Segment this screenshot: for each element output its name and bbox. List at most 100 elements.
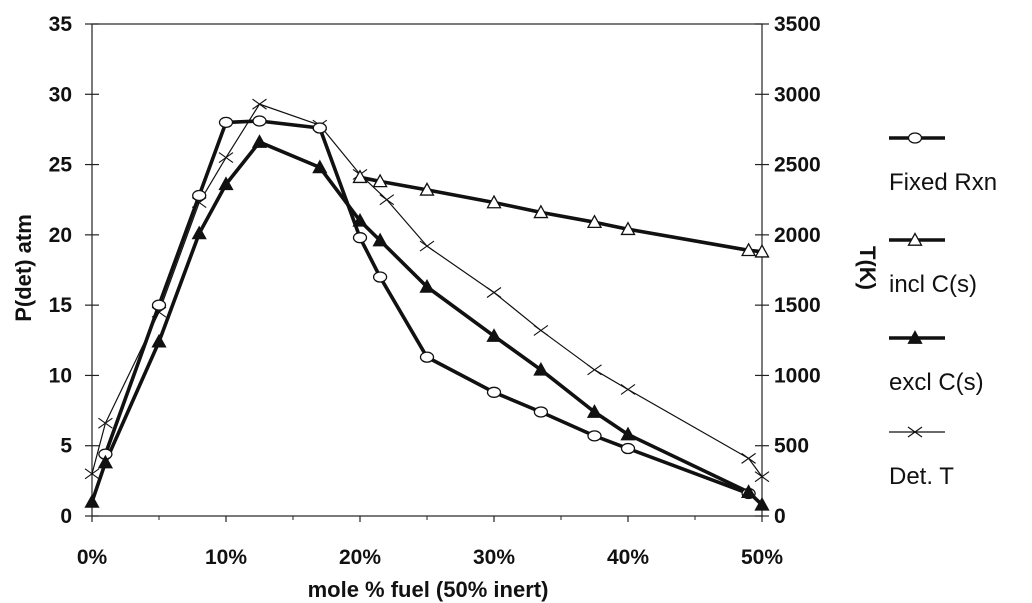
data-point [907,232,923,246]
data-point [84,468,100,480]
axis-ticks [85,23,769,522]
legend: Fixed Rxn incl C(s) excl C(s) Det. T [889,132,997,490]
data-point [533,204,549,219]
data-point [620,384,636,395]
data-point [486,287,502,298]
data-point [352,169,368,184]
data-point [251,134,268,148]
x-tick-label: 20% [339,546,381,569]
data-point [419,351,435,363]
y-tick-label: 15 [49,294,73,317]
y2-tick-label: 2000 [774,224,821,247]
data-point [754,471,770,483]
data-point [372,173,388,188]
data-point [419,279,435,293]
axis-tick-labels: 0% 10% 20% 30% 40% 50% 0 5 10 15 20 25 30 35 0 500 1000 1… [49,13,821,569]
data-point [620,221,636,236]
legend-label: Det. T [889,463,954,490]
y-tick-label: 30 [49,83,72,106]
data-point [754,496,770,511]
x-axis-title: mole % fuel (50% inert) [308,577,549,602]
series-markers [84,134,770,511]
data-point [620,426,636,441]
y-axis-title: P(det) atm [11,214,36,322]
y-tick-label: 25 [49,154,73,177]
data-point [312,122,327,134]
y2-tick-label: 0 [774,505,786,528]
data-point [419,240,435,252]
series-fixed-rxn [103,119,750,496]
series-excl-c-s- [90,140,764,507]
data-point [252,98,267,110]
y-tick-label: 10 [49,364,72,387]
series-layer [84,98,770,511]
series-line [103,119,750,496]
legend-entry: excl C(s) [889,330,984,396]
data-point [97,454,114,469]
y2-axis-title: T(K) [855,246,880,290]
legend-entry: Det. T [889,426,954,490]
legend-label: excl C(s) [889,369,984,396]
legend-entry: Fixed Rxn [889,132,997,196]
y2-tick-label: 3000 [774,83,821,106]
data-point [907,426,923,438]
plot-border [91,23,763,517]
x-tick-label: 10% [205,546,247,569]
x-tick-label: 0% [77,546,108,569]
data-point [252,115,267,127]
data-point [312,159,328,174]
y-tick-label: 20 [49,224,72,247]
legend-label: Fixed Rxn [889,169,997,196]
y-tick-label: 0 [60,505,72,528]
data-point [352,232,368,244]
data-point [151,299,167,311]
data-point [486,328,502,342]
x-tick-label: 40% [607,546,649,569]
data-point [907,330,923,344]
data-point [191,225,207,240]
data-point [587,364,602,376]
series-markers [98,115,756,500]
data-point [372,232,388,247]
data-point [486,194,502,209]
data-point [754,243,770,258]
data-point [372,271,388,283]
data-point [740,484,757,498]
data-point [151,333,167,348]
series-line [359,175,763,254]
y2-tick-label: 1500 [774,294,821,317]
y-tick-label: 5 [60,435,72,458]
data-point [741,452,756,464]
data-point [218,176,234,191]
legend-label: incl C(s) [889,271,977,298]
series-incl-c-s- [359,175,763,254]
y2-tick-label: 1000 [774,364,821,387]
data-point [533,406,549,418]
data-point [586,404,603,418]
data-point [419,182,435,196]
data-point [98,417,113,429]
y2-tick-label: 3500 [774,13,821,36]
data-point [352,212,368,227]
series-markers [352,169,770,258]
data-point [84,494,100,508]
x-tick-label: 50% [741,546,783,569]
data-point [586,214,603,229]
x-tick-label: 30% [473,546,515,569]
data-point [533,361,549,376]
data-point [740,242,757,257]
data-point [192,189,207,202]
data-point [218,116,234,129]
data-point [218,152,234,163]
y2-tick-label: 500 [774,435,809,458]
legend-entry: incl C(s) [889,232,977,298]
y2-tick-label: 2500 [774,154,821,177]
data-point [379,194,395,206]
data-point [620,442,636,455]
data-point [907,132,923,144]
data-point [486,386,502,398]
data-point [587,430,602,442]
plot-frame [91,23,763,517]
series-line [90,140,764,507]
